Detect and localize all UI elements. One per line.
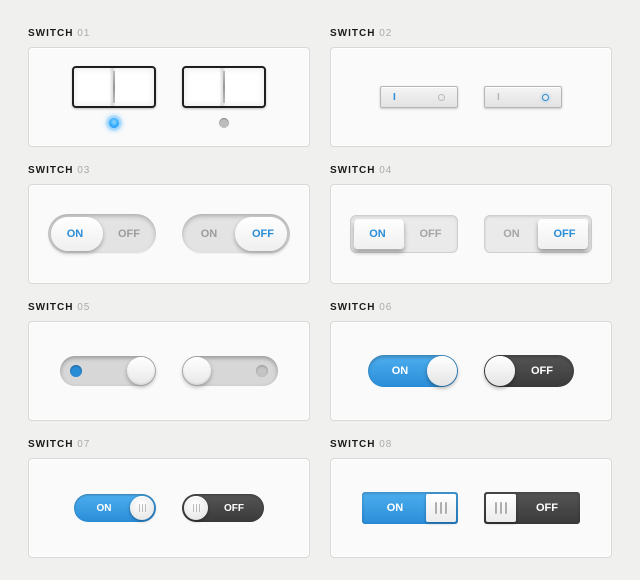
switch-01-panel	[28, 47, 310, 147]
switch-08-cell: SWITCH 08 ON OFF	[330, 439, 612, 558]
off-label: OFF	[538, 228, 591, 240]
switch-grid: SWITCH 01 SWITCH 02 I I	[28, 28, 612, 558]
switch-05-panel	[28, 321, 310, 421]
on-label: ON	[485, 228, 538, 240]
switch-05-cell: SWITCH 05	[28, 302, 310, 421]
switch-07-label: SWITCH 07	[28, 439, 310, 450]
slider-knob-grip-icon	[130, 496, 154, 520]
switch-06-cell: SWITCH 06 ON OFF	[330, 302, 612, 421]
off-label: OFF	[236, 228, 290, 240]
off-label: OFF	[102, 228, 156, 240]
led-on-icon	[109, 118, 119, 128]
slider-knob-icon	[485, 356, 515, 386]
switch-02-on[interactable]: I	[380, 86, 458, 108]
switch-04-on[interactable]: ON OFF	[350, 215, 458, 253]
switch-07-panel: ON OFF	[28, 458, 310, 558]
on-label: ON	[48, 228, 102, 240]
switch-08-label: SWITCH 08	[330, 439, 612, 450]
on-label: ON	[182, 228, 236, 240]
switch-08-panel: ON OFF	[330, 458, 612, 558]
on-label: ON	[351, 228, 404, 240]
switch-08-on[interactable]: ON	[362, 492, 458, 524]
switch-04-label: SWITCH 04	[330, 165, 612, 176]
switch-06-off[interactable]: OFF	[484, 355, 574, 387]
switch-03-label: SWITCH 03	[28, 165, 310, 176]
switch-07-off[interactable]: OFF	[182, 494, 264, 522]
switch-03-on[interactable]: ON OFF	[48, 214, 156, 254]
power-o-icon	[542, 94, 549, 101]
slider-handle-grip-icon	[426, 494, 456, 522]
slider-knob-icon	[427, 356, 457, 386]
switch-02-cell: SWITCH 02 I I	[330, 28, 612, 147]
switch-02-label: SWITCH 02	[330, 28, 612, 39]
switch-05-on[interactable]	[60, 356, 156, 386]
switch-02-off[interactable]: I	[484, 86, 562, 108]
switch-01-cell: SWITCH 01	[28, 28, 310, 147]
switch-01-on[interactable]	[72, 66, 156, 128]
rocker-icon	[182, 66, 266, 108]
rocker-icon	[72, 66, 156, 108]
power-o-icon	[438, 94, 445, 101]
led-off-icon	[219, 118, 229, 128]
switch-01-off[interactable]	[182, 66, 266, 128]
off-label: OFF	[404, 228, 457, 240]
switch-05-label: SWITCH 05	[28, 302, 310, 313]
switch-06-panel: ON OFF	[330, 321, 612, 421]
slider-knob-icon	[183, 357, 211, 385]
slider-knob-icon	[127, 357, 155, 385]
power-i-icon: I	[497, 92, 499, 103]
switch-04-off[interactable]: ON OFF	[484, 215, 592, 253]
switch-03-cell: SWITCH 03 ON OFF ON OFF	[28, 165, 310, 284]
switch-04-panel: ON OFF ON OFF	[330, 184, 612, 284]
switch-06-on[interactable]: ON	[368, 355, 458, 387]
switch-08-off[interactable]: OFF	[484, 492, 580, 524]
switch-05-off[interactable]	[182, 356, 278, 386]
switch-04-cell: SWITCH 04 ON OFF ON OFF	[330, 165, 612, 284]
switch-03-panel: ON OFF ON OFF	[28, 184, 310, 284]
slider-knob-grip-icon	[184, 496, 208, 520]
switch-07-cell: SWITCH 07 ON OFF	[28, 439, 310, 558]
slider-handle-grip-icon	[486, 494, 516, 522]
switch-03-off[interactable]: ON OFF	[182, 214, 290, 254]
switch-01-label: SWITCH 01	[28, 28, 310, 39]
power-i-icon: I	[393, 92, 395, 103]
switch-02-panel: I I	[330, 47, 612, 147]
switch-06-label: SWITCH 06	[330, 302, 612, 313]
indicator-dot-icon	[256, 365, 268, 377]
switch-07-on[interactable]: ON	[74, 494, 156, 522]
indicator-dot-icon	[70, 365, 82, 377]
